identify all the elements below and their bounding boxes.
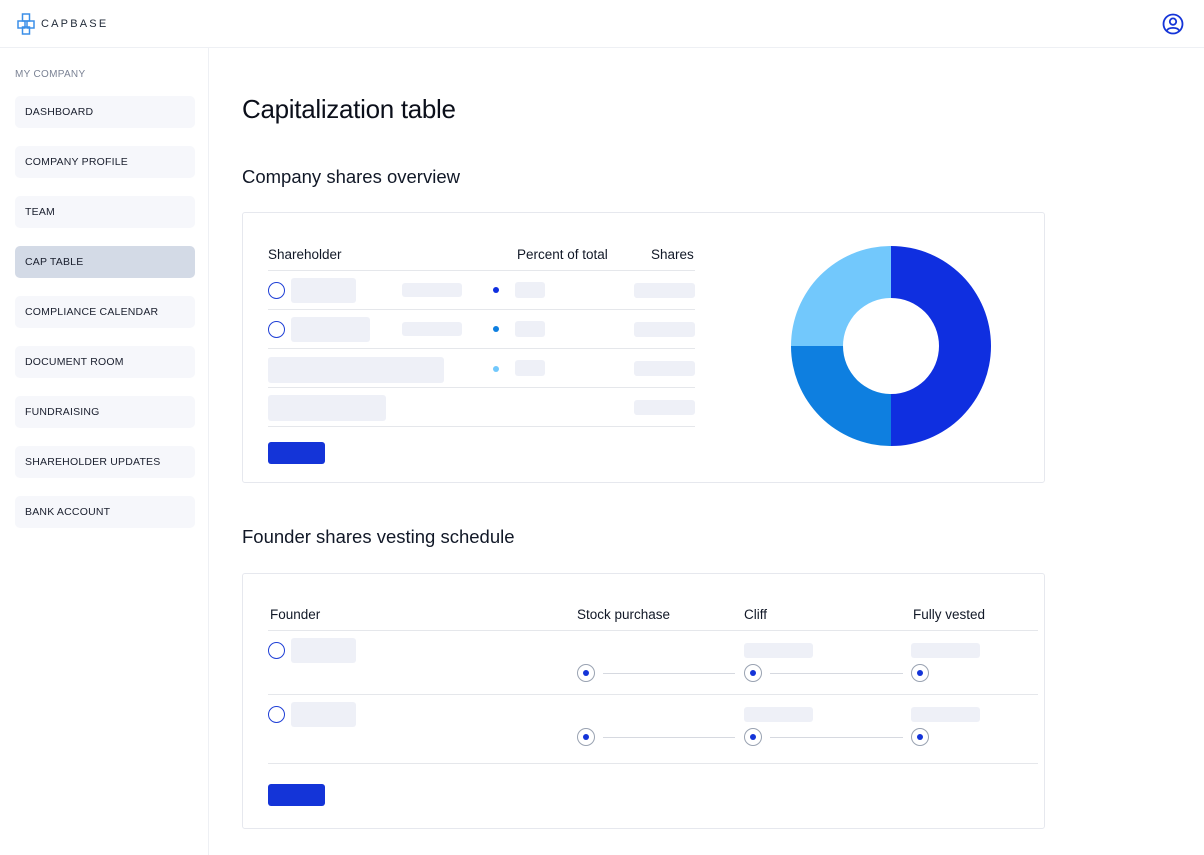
cliff-node (744, 728, 762, 746)
total-label-placeholder (268, 395, 386, 421)
founder-name-placeholder (291, 638, 356, 663)
legend-dot (493, 326, 499, 332)
percent-placeholder (515, 282, 545, 298)
sidebar-header: MY COMPANY (15, 69, 86, 80)
shareholder-class-placeholder (402, 283, 462, 297)
column-header-percent: Percent of total (517, 247, 608, 262)
vested-date-placeholder (911, 707, 980, 722)
sidebar: MY COMPANY DASHBOARD COMPANY PROFILE TEA… (0, 48, 209, 855)
row-divider (268, 630, 1038, 631)
sidebar-item-shareholder-updates[interactable]: SHAREHOLDER UPDATES (15, 446, 195, 478)
shares-overview-card: Shareholder Percent of total Shares (242, 212, 1045, 483)
column-header-shares: Shares (651, 247, 694, 262)
app-name: CAPBASE (41, 18, 109, 30)
app-logo[interactable]: CAPBASE (17, 13, 108, 35)
vesting-timeline (603, 737, 735, 738)
user-circle-icon[interactable] (1162, 13, 1184, 35)
row-divider (268, 270, 695, 271)
percent-placeholder (515, 360, 545, 376)
vesting-timeline (770, 673, 903, 674)
sidebar-item-compliance-calendar[interactable]: COMPLIANCE CALENDAR (15, 296, 195, 328)
percent-placeholder (515, 321, 545, 337)
legend-dot (493, 287, 499, 293)
founder-name-placeholder (291, 702, 356, 727)
sidebar-item-company-profile[interactable]: COMPANY PROFILE (15, 146, 195, 178)
column-header-stock-purchase: Stock purchase (577, 607, 671, 622)
fully-vested-node (911, 664, 929, 682)
capbase-logo-icon (17, 13, 35, 35)
cliff-node (744, 664, 762, 682)
fully-vested-node (911, 728, 929, 746)
column-header-fully-vested: Fully vested (913, 607, 986, 622)
vested-date-placeholder (911, 643, 980, 658)
sidebar-item-dashboard[interactable]: DASHBOARD (15, 96, 195, 128)
donut-slice-1 (891, 246, 991, 446)
row-divider (268, 763, 1038, 764)
overview-title: Company shares overview (242, 166, 460, 187)
stock-purchase-node (577, 728, 595, 746)
total-shares-placeholder (634, 400, 695, 415)
shares-placeholder (634, 322, 695, 337)
donut-slice-2 (791, 346, 891, 446)
top-bar: CAPBASE (0, 0, 1204, 48)
cliff-date-placeholder (744, 643, 813, 658)
legend-dot (493, 366, 499, 372)
shareholder-select-radio[interactable] (268, 321, 285, 338)
sidebar-item-fundraising[interactable]: FUNDRAISING (15, 396, 195, 428)
shares-placeholder (634, 361, 695, 376)
donut-slice-3 (791, 246, 891, 346)
sidebar-item-bank-account[interactable]: BANK ACCOUNT (15, 496, 195, 528)
cliff-date-placeholder (744, 707, 813, 722)
shares-donut-chart (791, 246, 991, 446)
shares-placeholder (634, 283, 695, 298)
founder-select-radio[interactable] (268, 642, 285, 659)
shareholder-group-placeholder (268, 357, 444, 383)
sidebar-item-team[interactable]: TEAM (15, 196, 195, 228)
sidebar-item-cap-table[interactable]: CAP TABLE (15, 246, 195, 278)
sidebar-item-document-room[interactable]: DOCUMENT ROOM (15, 346, 195, 378)
shareholder-select-radio[interactable] (268, 282, 285, 299)
vesting-timeline (603, 673, 735, 674)
page-title: Capitalization table (242, 94, 456, 124)
row-divider (268, 309, 695, 310)
vesting-timeline (770, 737, 903, 738)
row-divider (268, 348, 695, 349)
vesting-schedule-card: Founder Stock purchase Cliff Fully veste… (242, 573, 1045, 829)
column-header-cliff: Cliff (744, 607, 768, 622)
shareholder-class-placeholder (402, 322, 462, 336)
vesting-title: Founder shares vesting schedule (242, 526, 515, 547)
shareholder-name-placeholder (291, 317, 370, 342)
row-divider (268, 426, 695, 427)
row-divider (268, 387, 695, 388)
column-header-founder: Founder (270, 607, 321, 622)
add-shareholder-button[interactable] (268, 442, 325, 464)
stock-purchase-node (577, 664, 595, 682)
founder-select-radio[interactable] (268, 706, 285, 723)
add-founder-button[interactable] (268, 784, 325, 806)
shareholder-name-placeholder (291, 278, 356, 303)
row-divider (268, 694, 1038, 695)
column-header-shareholder: Shareholder (268, 247, 342, 262)
main-content: Capitalization table Company shares over… (210, 48, 1204, 855)
